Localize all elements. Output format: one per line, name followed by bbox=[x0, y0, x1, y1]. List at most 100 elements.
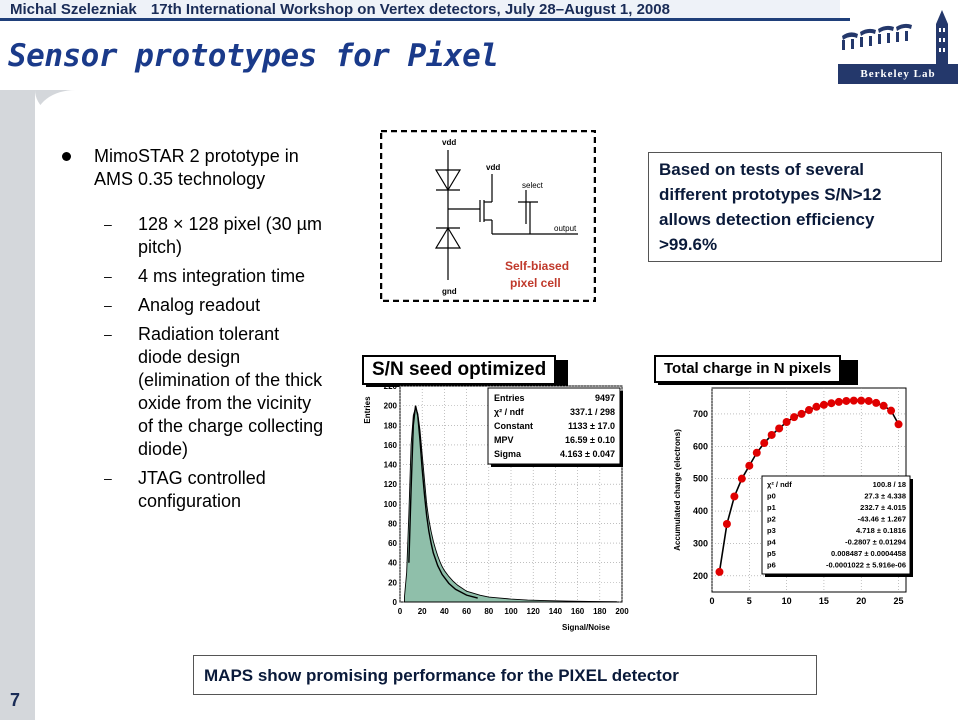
data-point bbox=[730, 492, 739, 501]
data-point bbox=[864, 396, 873, 405]
bullet-list: MimoSTAR 2 prototype in AMS 0.35 technol… bbox=[58, 145, 328, 519]
x-tick-label: 10 bbox=[782, 596, 792, 606]
y-tick-label: 140 bbox=[384, 461, 398, 470]
author-name: Michal Szelezniak bbox=[10, 1, 137, 18]
y-tick-label: 180 bbox=[384, 421, 398, 430]
y-tick-label: 0 bbox=[393, 598, 398, 607]
fit-param-label: p5 bbox=[767, 549, 776, 558]
data-point bbox=[760, 439, 769, 448]
y-tick-label: 400 bbox=[693, 506, 708, 516]
x-tick-label: 15 bbox=[819, 596, 829, 606]
logo-wordmark: Berkeley Lab bbox=[838, 64, 958, 84]
data-point bbox=[805, 406, 813, 415]
bullet-dot bbox=[62, 152, 71, 161]
x-tick-label: 20 bbox=[856, 596, 866, 606]
sub-bullet: – 4 ms integration time bbox=[58, 265, 328, 288]
x-tick-label: 5 bbox=[747, 596, 752, 606]
x-tick-label: 40 bbox=[440, 607, 449, 616]
fit-param-label: p0 bbox=[767, 492, 776, 501]
data-point bbox=[827, 399, 836, 408]
data-point bbox=[879, 401, 888, 410]
y-tick-label: 600 bbox=[693, 441, 708, 451]
fit-param-label: p6 bbox=[767, 561, 776, 570]
left-sidebar-band bbox=[0, 90, 35, 720]
data-point bbox=[797, 409, 806, 418]
landau-fit-curve bbox=[408, 405, 478, 599]
stats-value: 16.59 ± 0.10 bbox=[565, 435, 615, 445]
data-point bbox=[887, 406, 896, 415]
sub-bullet-text: Radiation tolerant diode design (elimina… bbox=[138, 324, 324, 459]
sub-bullet-text: Analog readout bbox=[138, 295, 261, 315]
conclusion-callout: MAPS show promising performance for the … bbox=[193, 655, 817, 695]
info-callout: Based on tests of several different prot… bbox=[648, 152, 942, 262]
y-tick-label: 20 bbox=[388, 578, 397, 587]
fit-param-label: χ² / ndf bbox=[767, 480, 792, 489]
y-tick-label: 500 bbox=[693, 474, 708, 484]
stats-box bbox=[487, 387, 621, 465]
sub-bullet: – JTAG controlled configuration bbox=[58, 467, 328, 513]
data-point bbox=[790, 413, 799, 422]
data-point bbox=[745, 461, 754, 470]
dash-marker: – bbox=[104, 268, 112, 284]
x-tick-label: 0 bbox=[709, 596, 714, 606]
sub-bullet-text: 128 × 128 pixel (30 µm pitch) bbox=[138, 214, 322, 257]
y-tick-label: 40 bbox=[388, 559, 397, 568]
header-text: Michal Szelezniak 17th International Wor… bbox=[10, 1, 670, 18]
sub-bullet-text: JTAG controlled configuration bbox=[138, 468, 266, 511]
fit-param-value: -0.0001022 ± 5.916e-06 bbox=[826, 561, 906, 570]
fit-param-label: p4 bbox=[767, 538, 777, 547]
data-point bbox=[737, 474, 746, 483]
dash-marker: – bbox=[104, 297, 112, 313]
y-axis-label: Entries bbox=[363, 396, 372, 424]
y-tick-label: 300 bbox=[693, 538, 708, 548]
label-vdd-top: vdd bbox=[442, 138, 456, 147]
fit-param-label: p3 bbox=[767, 526, 776, 535]
dash-marker: – bbox=[104, 326, 112, 342]
data-point bbox=[812, 402, 821, 411]
stats-label: Constant bbox=[494, 421, 533, 431]
x-tick-label: 0 bbox=[398, 607, 403, 616]
x-tick-label: 200 bbox=[615, 607, 629, 616]
stats-label: Entries bbox=[494, 393, 525, 403]
fit-param-value: 4.718 ± 0.1816 bbox=[856, 526, 906, 535]
label-select: select bbox=[522, 181, 544, 190]
pixel-cell-schematic: vdd vdd select output gnd Self-biased pi… bbox=[380, 130, 596, 302]
y-axis-label: Accumulated charge (electrons) bbox=[673, 429, 682, 551]
fit-param-value: -0.2807 ± 0.01294 bbox=[845, 538, 907, 547]
stats-value: 9497 bbox=[595, 393, 615, 403]
fit-param-value: 100.8 / 18 bbox=[873, 480, 906, 489]
y-tick-label: 120 bbox=[384, 480, 398, 489]
sub-bullet: – 128 × 128 pixel (30 µm pitch) bbox=[58, 213, 328, 259]
stats-value: 337.1 / 298 bbox=[570, 407, 615, 417]
slide-title: Sensor prototypes for Pixel bbox=[8, 38, 499, 74]
label-gnd: gnd bbox=[442, 287, 457, 296]
data-point bbox=[872, 398, 881, 407]
workshop-name: 17th International Workshop on Vertex de… bbox=[150, 1, 670, 18]
fit-param-value: -43.46 ± 1.267 bbox=[858, 515, 906, 524]
x-tick-label: 100 bbox=[504, 607, 518, 616]
sub-bullet: – Radiation tolerant diode design (elimi… bbox=[58, 323, 328, 461]
dash-marker: – bbox=[104, 470, 112, 486]
data-point bbox=[819, 400, 828, 409]
header-strip bbox=[0, 0, 840, 18]
schematic-caption-line2: pixel cell bbox=[510, 276, 561, 290]
bullet-main-text: MimoSTAR 2 prototype in AMS 0.35 technol… bbox=[94, 146, 299, 189]
y-tick-label: 200 bbox=[384, 402, 398, 411]
data-point bbox=[752, 448, 761, 457]
x-tick-label: 120 bbox=[527, 607, 541, 616]
stats-label: Sigma bbox=[494, 449, 522, 459]
x-tick-label: 25 bbox=[894, 596, 904, 606]
data-point bbox=[715, 567, 724, 576]
y-tick-label: 60 bbox=[388, 539, 397, 548]
fit-param-value: 232.7 ± 4.015 bbox=[860, 503, 906, 512]
stats-label: χ² / ndf bbox=[494, 407, 525, 417]
label-output: output bbox=[554, 224, 577, 233]
data-point bbox=[782, 418, 791, 426]
y-tick-label: 100 bbox=[384, 500, 398, 509]
fit-stats-box bbox=[761, 475, 911, 575]
sn-plot-title: S/N seed optimized bbox=[362, 355, 557, 385]
y-tick-label: 200 bbox=[693, 571, 708, 581]
data-point bbox=[849, 396, 858, 405]
data-point bbox=[722, 520, 731, 528]
charge-scatter-chart: 0 5 10 15 20 25 200 300 400 500 600 700 Accumulated … bbox=[673, 387, 913, 606]
